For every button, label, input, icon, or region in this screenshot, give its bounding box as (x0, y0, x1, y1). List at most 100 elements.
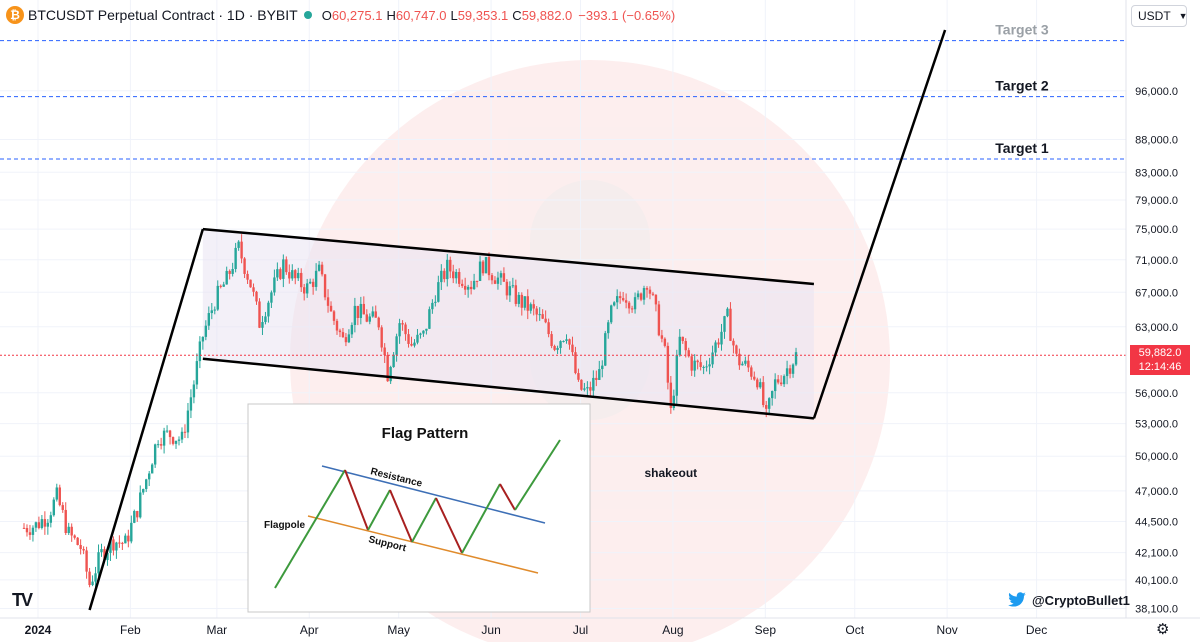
candle-body (756, 379, 759, 388)
candle-body (291, 270, 294, 279)
candle-body (31, 527, 35, 535)
open-value: 60,275.1 (331, 7, 383, 23)
candle-body (538, 314, 541, 316)
candle-body (192, 384, 196, 398)
candle-body (499, 273, 503, 278)
candle-body (514, 285, 518, 304)
candle-body (350, 324, 354, 335)
candle-body (177, 439, 181, 441)
candle-body (225, 270, 228, 285)
x-axis-labels[interactable]: 2024 Feb Mar Apr May Jun Jul Aug Sep Oct Nov Dec (25, 623, 1048, 637)
candle-body (770, 391, 774, 399)
candle-body (759, 382, 762, 388)
price-scale[interactable] (1126, 0, 1200, 618)
candle-body (317, 264, 321, 271)
target-label: Target 2 (995, 78, 1049, 94)
y-tick-label: 75,000.0 (1135, 224, 1178, 236)
gear-icon[interactable]: ⚙ (1156, 621, 1170, 638)
channel-fill (202, 229, 814, 419)
candle-body (738, 353, 741, 366)
candle-body (264, 316, 267, 323)
low-label: L (450, 7, 458, 23)
candle-body (207, 313, 211, 326)
candle-body (249, 279, 252, 288)
candle-body (443, 270, 446, 280)
candle-body (37, 522, 41, 529)
candle-body (413, 342, 416, 346)
candle-body (392, 354, 395, 367)
candle-body (517, 294, 521, 304)
tradingview-logo[interactable]: TV (12, 590, 33, 610)
candle-body (82, 549, 85, 551)
y-tick-label: 79,000.0 (1135, 195, 1178, 207)
candle-body (729, 308, 732, 341)
candle-body (788, 368, 792, 374)
candle-body (368, 316, 371, 322)
x-tick-label: Apr (300, 623, 319, 637)
candle-body (532, 304, 535, 309)
handle-text: @CryptoBullet1 (1032, 592, 1130, 608)
candle-body (341, 332, 345, 338)
candle-body (153, 444, 157, 465)
candle-body (627, 302, 631, 309)
candle-body (168, 430, 172, 438)
close-value: 59,882.0 (521, 7, 573, 23)
candle-body (130, 522, 133, 542)
y-axis-labels: 38,100.0 40,100.0 42,100.0 44,500.0 47,000.0… (1135, 86, 1178, 616)
candle-body (91, 581, 94, 586)
candle-body (255, 291, 258, 302)
candle-body (571, 344, 574, 353)
candle-body (648, 289, 652, 294)
candle-body (735, 345, 738, 354)
candle-body (201, 336, 205, 342)
symbol-title[interactable]: BTCUSDT Perpetual Contract · 1D · BYBIT (28, 7, 298, 23)
candle-body (639, 293, 643, 300)
candle-body (672, 395, 676, 408)
candle-body (693, 360, 696, 371)
candle-body (696, 360, 699, 363)
y-tick-label: 71,000.0 (1135, 255, 1178, 267)
candle-body (139, 492, 142, 518)
candle-body (651, 293, 655, 295)
candle-body (750, 367, 753, 377)
y-tick-label: 67,000.0 (1135, 287, 1178, 299)
x-tick-label: Sep (755, 623, 777, 637)
y-tick-label: 63,000.0 (1135, 322, 1178, 334)
candle-body (463, 285, 467, 290)
x-tick-label: Jul (573, 623, 588, 637)
candle-body (326, 297, 330, 306)
candle-body (353, 305, 357, 325)
candle-body (159, 444, 163, 446)
change-value: −393.1 (−0.65%) (578, 7, 676, 23)
candle-body (469, 286, 473, 290)
candle-body (410, 343, 413, 346)
candle-body (794, 352, 798, 365)
high-label: H (386, 7, 396, 23)
candle-body (380, 327, 383, 348)
candle-body (49, 515, 53, 523)
candle-body (174, 440, 178, 444)
candle-body (577, 373, 580, 380)
candle-body (610, 305, 613, 323)
candle-body (586, 387, 589, 389)
candle-body (279, 269, 282, 279)
open-label: O (321, 7, 332, 23)
candle-body (147, 473, 151, 480)
candle-body (109, 539, 112, 553)
shakeout-label: shakeout (644, 466, 697, 480)
candle-body (460, 283, 464, 286)
candle-body (613, 302, 616, 306)
candle-body (723, 316, 726, 332)
trend-line (88, 228, 205, 611)
candle-body (55, 487, 58, 500)
candle-body (377, 317, 380, 328)
candle-body (121, 542, 124, 544)
candle-body (452, 271, 455, 279)
candle-body (246, 273, 249, 280)
candle-body (332, 311, 336, 321)
x-tick-label: May (387, 623, 410, 637)
currency-button[interactable]: USDT ▼ (1131, 5, 1188, 27)
candle-body (702, 366, 705, 368)
high-value: 60,747.0 (395, 7, 447, 23)
